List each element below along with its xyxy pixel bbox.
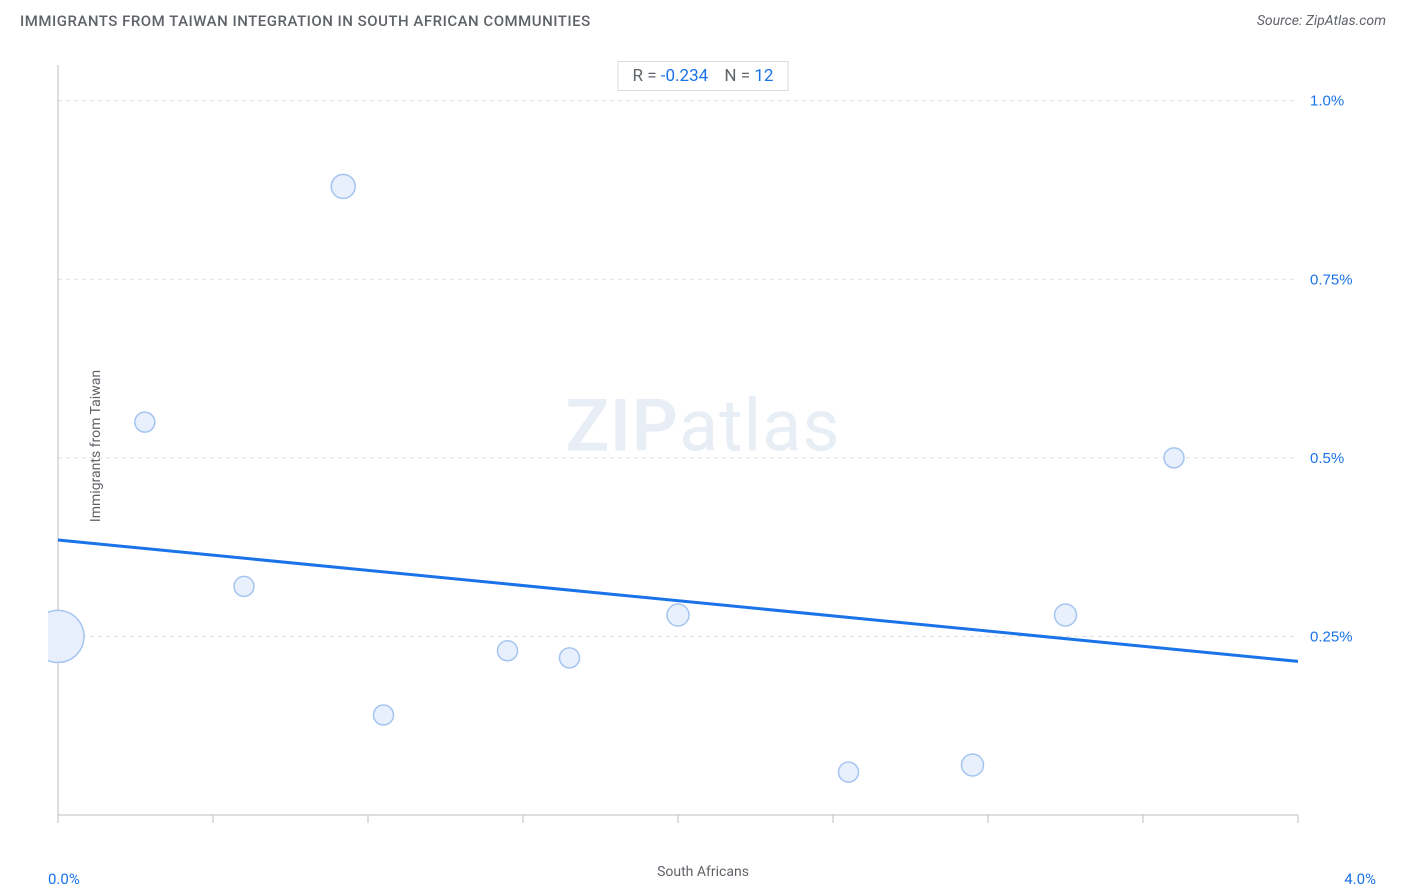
y-tick-label: 1.0% [1310, 93, 1344, 110]
data-point [1164, 448, 1184, 468]
x-max-label: 4.0% [1344, 870, 1376, 888]
stats-box: R = -0.234 N = 12 [618, 61, 789, 91]
y-tick-label: 0.75% [1310, 271, 1353, 288]
scatter-plot: 0.25% 0.5% 0.75% 1.0% [48, 55, 1358, 845]
data-point [1055, 604, 1077, 626]
data-point [667, 604, 689, 626]
data-point [839, 762, 859, 782]
n-value: 12 [754, 66, 773, 86]
data-point [962, 754, 984, 776]
r-label: R = [633, 66, 657, 86]
r-value: -0.234 [661, 66, 708, 86]
data-point [560, 648, 580, 668]
n-label: N = [724, 66, 750, 86]
y-tick-label: 0.5% [1310, 450, 1344, 467]
data-point [331, 174, 355, 198]
regression-line [58, 540, 1298, 661]
data-point [135, 412, 155, 432]
data-point [374, 705, 394, 725]
data-point [48, 610, 84, 662]
data-point [498, 641, 518, 661]
chart-container: R = -0.234 N = 12 ZIPatlas 0.25%0.5%0.75… [48, 55, 1358, 845]
source-attribution: Source: ZipAtlas.com [1257, 13, 1386, 29]
data-point [234, 576, 254, 596]
chart-title: IMMIGRANTS FROM TAIWAN INTEGRATION IN SO… [20, 12, 591, 30]
x-axis-label: South Africans [657, 864, 749, 880]
y-tick-label: 0.25% [1310, 628, 1353, 645]
x-min-label: 0.0% [48, 870, 80, 888]
